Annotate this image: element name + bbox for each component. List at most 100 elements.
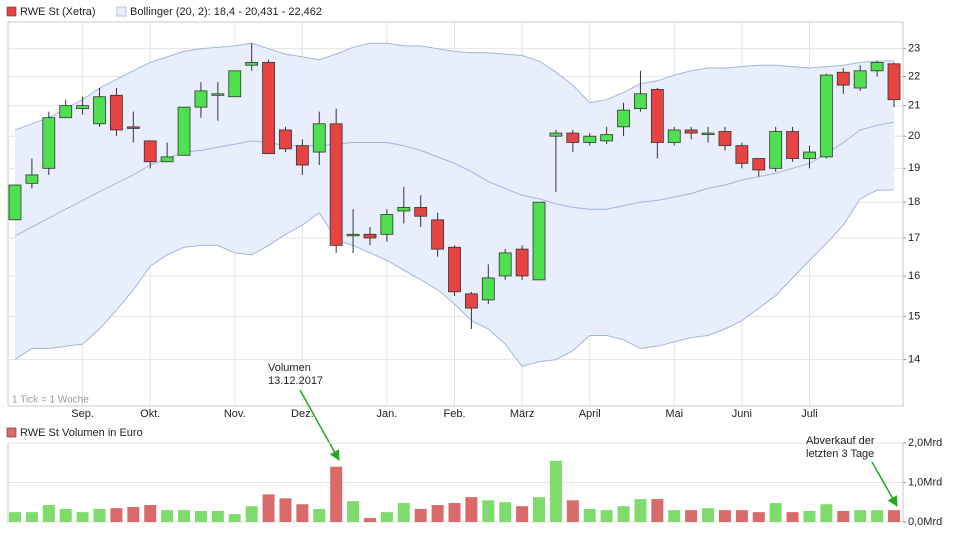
candle-body [735,145,749,164]
volume-bar [600,510,613,522]
candle-body [549,132,563,137]
x-tick-label: Okt. [140,408,160,420]
plot-frame [7,21,904,407]
candle-body [583,135,597,143]
y-tick-label: 1,0Mrd [908,476,942,488]
y-tick-label: 14 [908,353,920,365]
volume-bar [161,510,174,522]
candle-body [110,94,123,131]
candle-body [143,140,157,163]
y-tick-label: 21 [908,100,920,112]
candle-body [498,252,512,277]
candle-body [177,106,191,156]
candle-body [25,174,39,184]
x-tick-label: Jan. [376,408,397,420]
volume-bar [110,508,123,522]
x-tick-label: Mai [665,408,683,420]
candle-body [228,70,242,98]
chart-note: 1 Tick = 1 Woche [12,395,89,406]
volume-bar [634,499,647,522]
legend-swatch [6,6,17,17]
y-tick-label: 0,0Mrd [908,516,942,528]
candle-body [8,184,22,221]
legend-label: RWE St Volumen in Euro [20,427,143,439]
volume-bar [516,506,529,522]
legend-label: Bollinger (20, 2): 18,4 - 20,431 - 22,46… [130,6,322,18]
volume-bar [25,512,38,522]
candle-body [786,131,799,159]
candle-body [769,131,783,169]
candle-body [397,207,411,212]
volume-bar [702,508,715,522]
candle-body [853,70,867,89]
volume-bar [718,510,731,522]
volume-bar [313,508,326,522]
candle-body [667,129,681,143]
candle-body [126,126,140,129]
candle-body [346,233,360,237]
volume-bar [871,510,884,522]
candle-body [887,63,901,101]
bollinger-upper [14,42,894,131]
legend-label: RWE St (Xetra) [20,6,96,18]
volume-bar [380,512,393,522]
x-tick-label: Juli [801,408,818,420]
x-tick-label: Sep. [71,408,94,420]
candle-body [59,105,73,119]
candle-body [42,117,56,169]
volume-bar [296,504,309,522]
volume-bar [685,510,698,522]
volume-bar [549,460,562,522]
x-tick-label: Dez. [291,408,314,420]
y-tick-label: 16 [908,270,920,282]
x-tick-label: März [510,408,534,420]
x-tick-label: Juni [732,408,752,420]
volume-bar [752,512,765,522]
candle-body [363,233,377,239]
y-tick-label: 17 [908,232,920,244]
candle-body [262,62,275,155]
candle-body [76,105,90,110]
y-tick-label: 15 [908,310,920,322]
volume-bar [228,514,241,522]
annotation-arrow [299,389,340,461]
legend-swatch [116,6,127,17]
volume-bar [59,508,72,522]
y-tick-label: 20 [908,130,920,142]
volume-bar [448,503,461,522]
volume-bar [414,508,427,522]
candle-body [701,132,715,136]
candle-body [279,129,292,150]
volume-bar [431,505,444,522]
candle-body [431,219,444,250]
candle-body [532,201,546,281]
candle-body [752,158,766,171]
volume-bar [178,510,191,522]
volume-bar [262,494,275,522]
candle-body [481,277,495,301]
volume-bar [803,510,816,522]
legend-swatch [6,427,17,438]
candle-body [566,132,580,143]
volume-bar [837,510,850,522]
annotation-text: 13.12.2017 [268,375,323,387]
annotation-text: letzten 3 Tage [806,448,874,460]
volume-bar [735,510,748,522]
x-tick-label: Nov. [224,408,246,420]
volume-bar [330,466,343,522]
candle-body [634,93,647,110]
volume-bar [617,506,630,522]
bollinger-lower [14,189,894,367]
candle-body [93,96,106,125]
volume-bar [347,501,360,522]
y-tick-label: 2,0Mrd [908,437,942,449]
bollinger-fill [15,43,894,367]
candle-body [600,134,614,142]
volume-bar [854,510,867,522]
annotation-arrow [871,461,898,507]
volume-bar [668,510,681,522]
volume-bar [279,498,292,522]
volume-bar [769,503,782,522]
volume-bar [651,499,664,522]
